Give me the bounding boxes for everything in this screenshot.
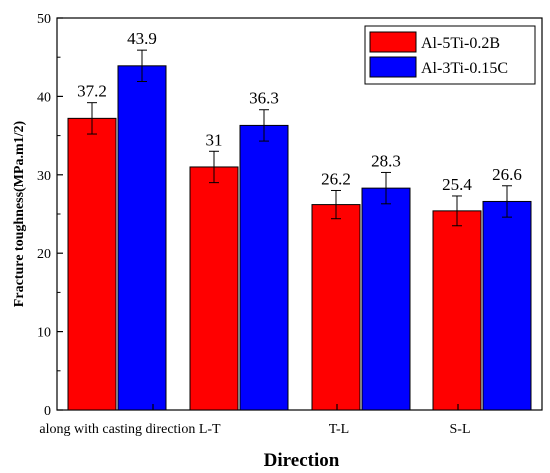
error-bars-layer — [87, 49, 512, 227]
bar-al-5ti-0.2b — [67, 117, 117, 411]
bar-al-3ti-0.15c — [117, 65, 167, 411]
data-label: 26.6 — [492, 165, 522, 184]
bar-al-3ti-0.15c — [361, 187, 411, 411]
x-axis-title: Direction — [264, 450, 340, 471]
y-tick-label: 20 — [37, 247, 51, 262]
legend-swatch-al-5ti-0.2b — [369, 31, 417, 53]
y-tick-label: 10 — [37, 326, 51, 341]
bar-al-5ti-0.2b — [311, 204, 361, 411]
bar-al-3ti-0.15c — [239, 124, 289, 411]
y-tick-label: 50 — [37, 12, 51, 27]
data-labels-layer: 37.2 43.9 31 36.3 26.2 28.3 25.4 26.6 — [77, 29, 522, 194]
y-tick-label: 40 — [37, 90, 51, 105]
x-tick-label: T-L — [329, 422, 349, 437]
data-label: 43.9 — [127, 29, 157, 48]
data-label: 26.2 — [321, 169, 351, 188]
y-tick-label: 0 — [44, 404, 51, 419]
data-label: 31 — [206, 130, 223, 149]
data-label: 28.3 — [371, 151, 401, 170]
data-label: 25.4 — [442, 175, 472, 194]
legend-label-al-5ti-0.2b: Al-5Ti-0.2B — [421, 35, 500, 52]
x-tick-label: S-L — [450, 422, 471, 437]
legend-label-al-3ti-0.15c: Al-3Ti-0.15C — [421, 60, 508, 77]
legend-swatch-al-3ti-0.15c — [369, 56, 417, 78]
bars-layer — [67, 65, 532, 411]
bar-al-3ti-0.15c — [482, 200, 532, 411]
data-label: 37.2 — [77, 82, 107, 101]
y-tick-label: 30 — [37, 169, 51, 184]
bar-al-5ti-0.2b — [189, 166, 239, 411]
x-tick-label: along with casting direction L-T — [39, 422, 221, 437]
x-axis: along with casting direction L-T T-L S-L — [39, 404, 471, 437]
bar-al-5ti-0.2b — [432, 210, 482, 411]
y-axis: 0 10 20 30 40 50 — [37, 12, 63, 419]
data-label: 36.3 — [249, 89, 279, 108]
legend: Al-5Ti-0.2B Al-3Ti-0.15C — [364, 25, 536, 85]
y-axis-title: Fracture toughness(MPa.m1/2) — [12, 120, 27, 307]
